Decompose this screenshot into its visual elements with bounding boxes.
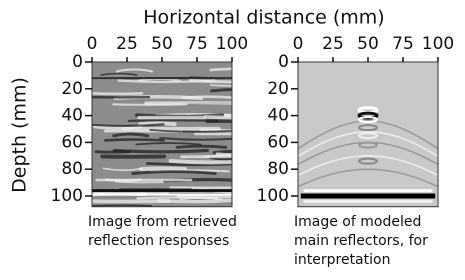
reflection-texture [113, 104, 186, 105]
caption: Image from retrieved [88, 214, 237, 230]
reflection-texture [211, 85, 250, 86]
image-background [298, 62, 438, 207]
y-tick-label: 20 [267, 79, 289, 99]
x-tick-label: 0 [293, 34, 304, 54]
reflection-texture [171, 161, 252, 163]
x-tick-label: 100 [422, 34, 454, 54]
caption: Image of modeled [294, 214, 421, 230]
y-tick-label: 80 [61, 159, 83, 179]
reflection-texture [129, 120, 218, 121]
reflection-texture [217, 154, 301, 156]
caption: main reflectors, for [294, 233, 428, 249]
y-tick-label: 60 [267, 132, 289, 152]
y-tick-label: 80 [267, 159, 289, 179]
caption: reflection responses [88, 233, 229, 249]
caption: interpretation [294, 252, 390, 268]
y-tick-label: 100 [51, 186, 83, 206]
x-tick-label: 50 [357, 34, 379, 54]
image-panel [298, 62, 438, 207]
figure: Horizontal distance (mm) Depth (mm) 0 25 5… [0, 0, 465, 280]
reflection-texture [93, 205, 152, 206]
y-tick-label: 0 [278, 52, 289, 72]
y-tick-label: 100 [257, 186, 289, 206]
x-tick-label: 50 [151, 34, 173, 54]
x-tick-label: 100 [216, 34, 248, 54]
x-axis-label: Horizontal distance (mm) [143, 7, 384, 29]
x-tick-label: 25 [116, 34, 138, 54]
x-tick-label: 0 [87, 34, 98, 54]
reflection-texture [159, 201, 230, 202]
reflection-texture [177, 146, 226, 147]
reflection-texture [214, 151, 257, 152]
reflection-texture [211, 69, 261, 70]
x-tick-label: 25 [322, 34, 344, 54]
x-tick-label: 75 [392, 34, 414, 54]
y-tick-label: 0 [72, 52, 83, 72]
reflection-texture [105, 140, 163, 141]
y-axis-label: Depth (mm) [9, 77, 31, 193]
reflection-texture [141, 168, 185, 169]
reflection-texture [106, 180, 141, 181]
x-tick-label: 75 [186, 34, 208, 54]
reflection-texture [93, 93, 142, 94]
y-tick-label: 20 [61, 79, 83, 99]
y-tick-label: 40 [267, 106, 289, 126]
y-tick-label: 60 [61, 132, 83, 152]
y-tick-label: 40 [61, 106, 83, 126]
